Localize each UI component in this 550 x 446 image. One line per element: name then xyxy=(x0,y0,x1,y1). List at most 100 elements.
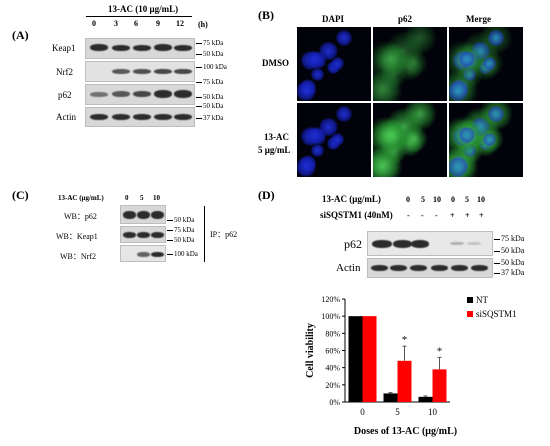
cell-nucleus xyxy=(449,157,468,177)
cell-nucleus xyxy=(471,41,490,60)
panel-a-blot-nrf2 xyxy=(85,61,195,82)
panel-d-si-5: + xyxy=(465,211,470,220)
cell-nucleus xyxy=(458,50,475,68)
cell-nucleus xyxy=(297,81,316,101)
panel-b-row-13ac-dose: 5 μg/mL xyxy=(258,145,291,155)
cell-nucleus xyxy=(483,56,497,70)
panel-c-row-p62: WB：p62 xyxy=(64,212,97,221)
panel-d-dose-4: 0 xyxy=(451,195,455,204)
panel-a-blot-actin xyxy=(85,107,195,127)
cell-nucleus xyxy=(335,29,352,46)
panel-a-row-nrf2: Nrf2 xyxy=(56,67,73,77)
panel-a-underline xyxy=(86,16,192,17)
y-tick-label: 60% xyxy=(325,347,340,356)
panel-d-marker-75: 75 kDa xyxy=(494,234,524,243)
panel-c-lane-5: 5 xyxy=(140,194,144,202)
micrograph-dmso-merge xyxy=(449,27,523,101)
panel-a-marker-75b: 75 kDa xyxy=(196,78,223,86)
micrograph-13ac-dapi xyxy=(297,103,371,177)
panel-b-col-dapi: DAPI xyxy=(322,14,344,24)
cell-nucleus xyxy=(487,105,504,122)
cell-nucleus xyxy=(449,81,468,101)
legend-swatch-sisqstm1 xyxy=(467,311,473,317)
panel-b-col-merge: Merge xyxy=(466,14,491,24)
cell-nucleus xyxy=(331,132,345,146)
panel-a-marker-50: 50 kDa xyxy=(196,50,223,58)
bar-sisqstm1-0 xyxy=(362,316,377,402)
panel-d-si-1: - xyxy=(407,211,410,220)
panel-d-label: (D) xyxy=(258,188,275,202)
cell-nucleus xyxy=(335,105,352,122)
bar-nt-5 xyxy=(383,393,398,402)
cell-nucleus xyxy=(306,50,323,68)
panel-d-blot-actin xyxy=(367,258,493,278)
cell-cytoplasm xyxy=(395,54,423,82)
panel-d-treatment: 13-AC (μg/mL) xyxy=(322,194,381,204)
x-tick-label: 5 xyxy=(395,407,400,417)
bar-nt-0 xyxy=(348,316,363,402)
panel-c-marker-50b: 50 kDa xyxy=(167,236,194,244)
panel-d-dose-1: 0 xyxy=(406,195,410,204)
panel-d-blot-p62 xyxy=(367,231,493,256)
panel-d-si-6: + xyxy=(479,211,484,220)
panel-d-row-actin: Actin xyxy=(336,262,361,274)
cell-nucleus xyxy=(297,157,316,177)
cell-nucleus xyxy=(306,126,323,144)
cell-nucleus xyxy=(483,132,497,146)
panel-a-marker-75: 75 kDa xyxy=(196,39,223,47)
panel-b-col-p62: p62 xyxy=(398,14,413,24)
panel-a-lane-6: 6 xyxy=(134,19,138,28)
cell-cytoplasm xyxy=(377,43,411,78)
panel-a-marker-50b: 50 kDa xyxy=(196,93,223,101)
cell-cytoplasm xyxy=(402,27,437,55)
panel-a-marker-37: 37 kDa xyxy=(196,114,223,122)
cell-nucleus xyxy=(462,68,477,82)
cell-cytoplasm xyxy=(373,39,408,82)
panel-a-unit: (h) xyxy=(198,20,208,29)
panel-b-row-dmso: DMSO xyxy=(262,58,289,68)
y-tick-label: 120% xyxy=(321,295,340,304)
panel-b-row-13ac: 13-AC xyxy=(264,132,289,142)
panel-d-si-2: - xyxy=(421,211,424,220)
cell-cytoplasm xyxy=(373,117,408,153)
panel-c-marker-50: 50 kDa xyxy=(167,216,194,224)
legend-label-sisqstm1: siSQSTM1 xyxy=(476,309,517,319)
cell-cytoplasm xyxy=(373,41,408,77)
x-axis-label: Doses of 13-AC (μg/mL) xyxy=(354,426,457,437)
cell-nucleus xyxy=(310,144,325,158)
panel-d-si-3: - xyxy=(435,211,438,220)
y-tick-label: 40% xyxy=(325,364,340,373)
panel-d-row-p62: p62 xyxy=(344,237,362,251)
y-axis-label: Cell viability xyxy=(305,323,316,378)
cell-nucleus xyxy=(458,126,475,144)
y-tick-label: 100% xyxy=(321,312,340,321)
panel-c-ip-label: IP：p62 xyxy=(210,230,238,239)
panel-c-row-nrf2: WB：Nrf2 xyxy=(60,252,96,261)
panel-a-blot-keap1 xyxy=(85,38,195,59)
panel-d-si-4: + xyxy=(450,211,455,220)
panel-c-blot-nrf2 xyxy=(120,245,166,262)
panel-d-dose-5: 5 xyxy=(465,195,469,204)
cell-cytoplasm xyxy=(399,49,428,78)
panel-c-ip-bracket xyxy=(204,206,205,262)
significance-mark: * xyxy=(402,334,408,346)
panel-a-lane-9: 9 xyxy=(156,19,160,28)
panel-c-row-keap1: WB：Keap1 xyxy=(56,232,98,241)
cell-nucleus xyxy=(319,117,338,136)
panel-a-blot-p62 xyxy=(85,84,195,105)
micrograph-dmso-dapi xyxy=(297,27,371,101)
significance-mark: * xyxy=(437,345,443,357)
panel-a-treatment: 13-AC (10 μg/mL) xyxy=(108,4,179,14)
panel-d-si-label: siSQSTM1 (40nM) xyxy=(320,210,393,220)
cell-cytoplasm xyxy=(385,31,424,70)
panel-d-dose-3: 10 xyxy=(433,195,441,204)
legend-swatch-nt xyxy=(467,297,473,303)
micrograph-13ac-p62 xyxy=(373,103,447,177)
panel-d-marker-50b: 50 kDa xyxy=(494,258,524,267)
cell-viability-chart: 0% 20% 40% 60% 80% 100% 120% 0 5 * 10 * Cell viabili… xyxy=(305,295,517,437)
cell-nucleus xyxy=(319,41,338,60)
panel-a-row-keap1: Keap1 xyxy=(52,43,76,53)
cell-nucleus xyxy=(310,68,325,82)
panel-d-dose-2: 5 xyxy=(421,195,425,204)
panel-c-blot-keap1 xyxy=(120,226,166,243)
